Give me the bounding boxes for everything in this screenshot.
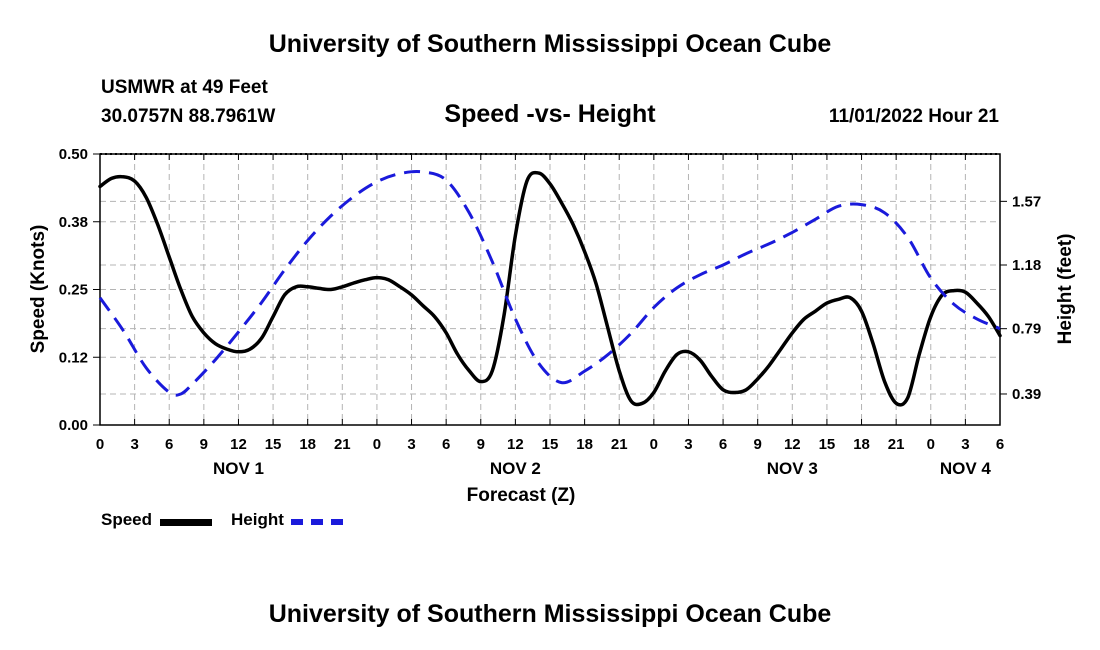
y-left-tick-label: 0.38: [59, 214, 88, 231]
x-tick-label: 6: [165, 436, 173, 453]
legend-height-label: Height: [231, 510, 284, 529]
page-title-repeat: University of Southern Mississippi Ocean…: [268, 600, 832, 628]
y-axis-left-title: Speed (Knots): [28, 225, 49, 354]
x-tick-label: 15: [265, 436, 282, 453]
chart-title: Speed -vs- Height: [444, 100, 656, 128]
x-tick-label: 9: [754, 436, 762, 453]
y-axis-right-title: Height (feet): [1055, 234, 1076, 345]
x-tick-label: 21: [611, 436, 628, 453]
x-tick-label: 12: [230, 436, 247, 453]
x-tick-label: 0: [373, 436, 381, 453]
x-tick-label: 21: [888, 436, 905, 453]
axes: 0 3 6 9 12 15 18 21 0 3 6 9 12 15 18 21 0 3 6 9 12 15 18 21 0 3 6N…: [59, 146, 1041, 478]
x-tick-label: 15: [819, 436, 836, 453]
x-tick-label: 15: [542, 436, 559, 453]
station-label: USMWR at 49 Feet: [101, 77, 268, 98]
y-right-tick-label: 1.18: [1012, 257, 1041, 274]
x-tick-label: 6: [996, 436, 1004, 453]
x-tick-label: 0: [96, 436, 104, 453]
x-tick-label: 6: [719, 436, 727, 453]
x-tick-label: 18: [299, 436, 316, 453]
y-left-tick-label: 0.50: [59, 146, 88, 163]
x-tick-label: 12: [507, 436, 524, 453]
y-left-tick-label: 0.12: [59, 349, 88, 366]
x-tick-label: 3: [684, 436, 692, 453]
x-tick-label: 21: [334, 436, 351, 453]
x-tick-label: 6: [442, 436, 450, 453]
x-tick-label: 3: [407, 436, 415, 453]
x-tick-label: 12: [784, 436, 801, 453]
day-label: NOV 1: [213, 459, 264, 478]
x-tick-label: 18: [853, 436, 870, 453]
legend-height-swatch: [291, 519, 343, 525]
day-label: NOV 2: [490, 459, 541, 478]
x-tick-label: 0: [650, 436, 658, 453]
x-tick-label: 3: [961, 436, 969, 453]
series-line-height: [98, 170, 1001, 397]
x-axis-title: Forecast (Z): [467, 485, 576, 506]
series: [98, 170, 1002, 407]
x-tick-label: 18: [576, 436, 593, 453]
legend-speed-label: Speed: [101, 510, 153, 529]
y-right-tick-label: 1.57: [1012, 193, 1041, 210]
x-tick-label: 0: [927, 436, 935, 453]
x-tick-label: 3: [130, 436, 138, 453]
x-tick-label: 9: [200, 436, 208, 453]
station-coordinates: 30.0757N 88.7961W: [101, 106, 276, 127]
grid: [100, 154, 1000, 425]
forecast-datetime: 11/01/2022 Hour 21: [828, 106, 999, 127]
y-left-tick-label: 0.25: [59, 282, 88, 299]
x-tick-label: 9: [477, 436, 485, 453]
y-left-tick-label: 0.00: [59, 417, 88, 434]
y-right-tick-label: 0.79: [1012, 321, 1041, 338]
page-title: University of Southern Mississippi Ocean…: [268, 30, 832, 58]
series-line-speed: [98, 170, 1002, 407]
legend-speed-swatch: [160, 519, 212, 526]
y-right-tick-label: 0.39: [1012, 386, 1041, 403]
day-label: NOV 4: [940, 459, 992, 478]
day-label: NOV 3: [767, 459, 818, 478]
